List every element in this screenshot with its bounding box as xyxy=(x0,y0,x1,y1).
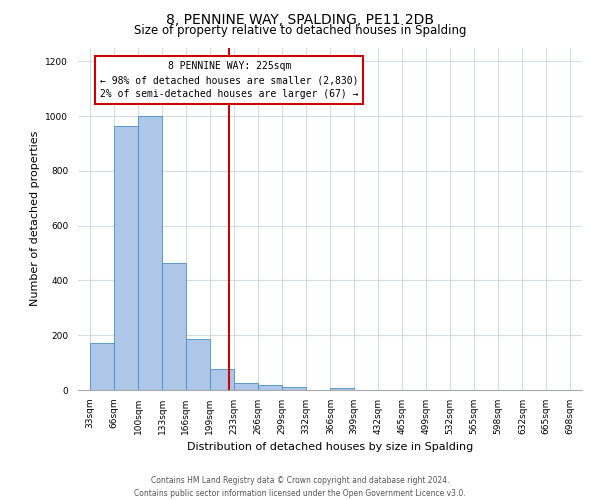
Bar xyxy=(235,383,258,390)
Bar xyxy=(114,126,138,390)
Bar xyxy=(258,385,282,390)
Bar xyxy=(90,344,114,390)
Bar xyxy=(282,388,306,390)
Text: Size of property relative to detached houses in Spalding: Size of property relative to detached ho… xyxy=(134,24,466,37)
Bar xyxy=(138,116,162,390)
Text: Contains HM Land Registry data © Crown copyright and database right 2024.
Contai: Contains HM Land Registry data © Crown c… xyxy=(134,476,466,498)
Bar xyxy=(186,340,210,390)
Bar xyxy=(331,388,354,390)
Y-axis label: Number of detached properties: Number of detached properties xyxy=(30,131,40,306)
Text: 8 PENNINE WAY: 225sqm
← 98% of detached houses are smaller (2,830)
2% of semi-de: 8 PENNINE WAY: 225sqm ← 98% of detached … xyxy=(100,61,358,99)
Text: 8, PENNINE WAY, SPALDING, PE11 2DB: 8, PENNINE WAY, SPALDING, PE11 2DB xyxy=(166,12,434,26)
X-axis label: Distribution of detached houses by size in Spalding: Distribution of detached houses by size … xyxy=(187,442,473,452)
Bar xyxy=(210,370,235,390)
Bar xyxy=(162,262,186,390)
